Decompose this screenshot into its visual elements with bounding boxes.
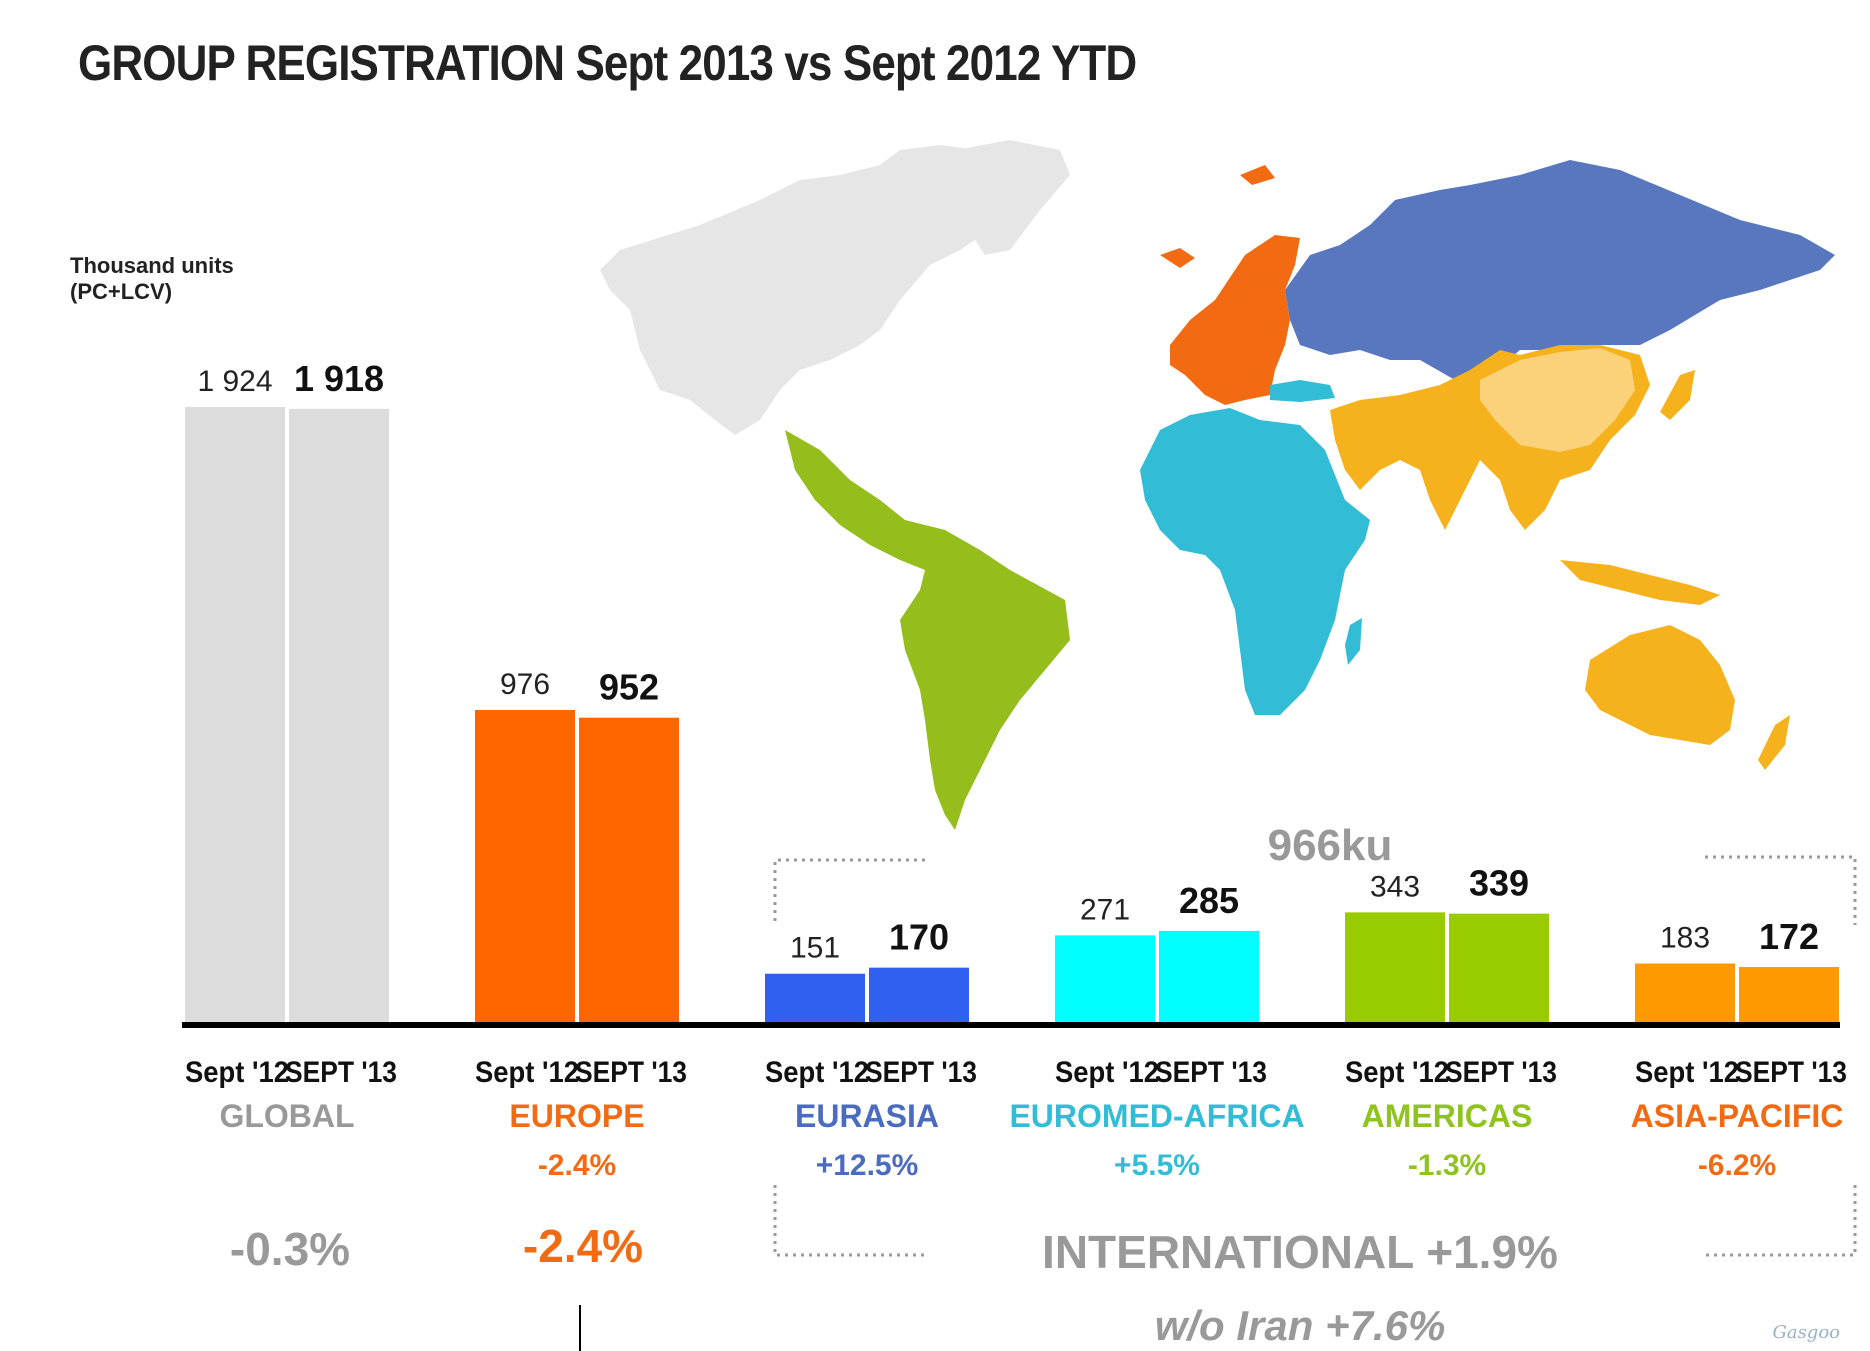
change-label-eurasia: +12.5% bbox=[816, 1149, 919, 1182]
map-madagascar bbox=[1345, 618, 1362, 665]
map-svalbard bbox=[1240, 165, 1275, 185]
bar-global-2013 bbox=[289, 408, 389, 1023]
map-japan bbox=[1660, 370, 1695, 420]
map-north-america bbox=[600, 145, 1040, 435]
category-label-europe: EUROPE bbox=[509, 1098, 644, 1134]
without-iran-change: w/o Iran +7.6% bbox=[1155, 1302, 1446, 1349]
map-turkey bbox=[1270, 380, 1335, 402]
bracket-top-left bbox=[773, 858, 925, 925]
value-label-2012: 183 bbox=[1660, 922, 1710, 955]
map-iceland bbox=[1160, 248, 1195, 268]
period-label-2013: SEPT '13 bbox=[1155, 1056, 1267, 1089]
change-label-europe: -2.4% bbox=[538, 1149, 616, 1182]
europe-summary-change: -2.4% bbox=[523, 1220, 643, 1272]
world-map bbox=[600, 140, 1835, 830]
value-label-2013: 285 bbox=[1179, 880, 1239, 921]
bar-asia-pacific-2012 bbox=[1635, 963, 1735, 1022]
bar-euromed-africa-2013 bbox=[1159, 930, 1259, 1022]
change-label-asia-pacific: -6.2% bbox=[1698, 1149, 1776, 1182]
map-new-zealand bbox=[1758, 715, 1790, 770]
map-indonesia bbox=[1560, 560, 1720, 605]
map-africa bbox=[1140, 408, 1370, 715]
bar-euromed-africa-2012 bbox=[1055, 935, 1155, 1022]
bar-americas-2013 bbox=[1449, 913, 1549, 1022]
map-latin-america bbox=[785, 430, 1070, 830]
map-europe bbox=[1170, 235, 1300, 405]
category-label-americas: AMERICAS bbox=[1362, 1098, 1533, 1134]
bracket-bottom-left bbox=[773, 1185, 925, 1257]
period-label-2013: SEPT '13 bbox=[865, 1056, 977, 1089]
category-label-eurasia: EURASIA bbox=[795, 1098, 939, 1134]
bar-europe-2013 bbox=[579, 717, 679, 1022]
value-label-2012: 151 bbox=[790, 932, 840, 965]
category-label-euromed-africa: EUROMED-AFRICA bbox=[1009, 1098, 1304, 1134]
period-label-2012: Sept '12 bbox=[765, 1056, 869, 1089]
period-label-2012: Sept '12 bbox=[185, 1056, 289, 1089]
category-label-global: GLOBAL bbox=[219, 1098, 354, 1134]
period-label-2013: SEPT '13 bbox=[575, 1056, 687, 1089]
map-australia bbox=[1585, 625, 1735, 745]
value-label-2012: 976 bbox=[500, 668, 550, 701]
bracket-bottom-right bbox=[1705, 1185, 1857, 1257]
period-label-2012: Sept '12 bbox=[1345, 1056, 1449, 1089]
value-label-2012: 271 bbox=[1080, 893, 1130, 926]
period-label-2013: SEPT '13 bbox=[285, 1056, 397, 1089]
value-label-2013: 1 918 bbox=[294, 358, 384, 399]
international-change: INTERNATIONAL +1.9% bbox=[1042, 1226, 1558, 1278]
chart-title: GROUP REGISTRATION Sept 2013 vs Sept 201… bbox=[78, 35, 1137, 91]
map-greenland bbox=[950, 140, 1070, 255]
value-label-2012: 343 bbox=[1370, 870, 1420, 903]
value-label-2013: 339 bbox=[1469, 863, 1529, 904]
change-label-americas: -1.3% bbox=[1408, 1149, 1486, 1182]
map-china-hatch bbox=[1480, 348, 1635, 452]
period-label-2013: SEPT '13 bbox=[1735, 1056, 1847, 1089]
bar-eurasia-2013 bbox=[869, 967, 969, 1022]
value-label-2013: 952 bbox=[599, 667, 659, 708]
bar-global-2012 bbox=[185, 407, 285, 1022]
unit-label: Thousand units (PC+LCV) bbox=[70, 253, 234, 304]
period-label-2013: SEPT '13 bbox=[1445, 1056, 1557, 1089]
international-bracket bbox=[773, 855, 1857, 1257]
bar-asia-pacific-2013 bbox=[1739, 967, 1839, 1022]
bar-eurasia-2012 bbox=[765, 973, 865, 1022]
international-volume: 966ku bbox=[1268, 821, 1393, 870]
change-label-euromed-africa: +5.5% bbox=[1114, 1149, 1200, 1182]
global-change: -0.3% bbox=[230, 1223, 350, 1275]
value-label-2012: 1 924 bbox=[197, 365, 272, 398]
watermark-logo: Gasgoo bbox=[1772, 1322, 1840, 1343]
value-label-2013: 170 bbox=[889, 917, 949, 958]
bar-europe-2012 bbox=[475, 710, 575, 1022]
category-label-asia-pacific: ASIA-PACIFIC bbox=[1631, 1098, 1844, 1134]
bracket-top-right bbox=[1705, 855, 1857, 925]
period-label-2012: Sept '12 bbox=[1055, 1056, 1159, 1089]
value-label-2013: 172 bbox=[1759, 916, 1819, 957]
period-label-2012: Sept '12 bbox=[1635, 1056, 1739, 1089]
map-eurasia bbox=[1285, 160, 1835, 380]
period-label-2012: Sept '12 bbox=[475, 1056, 579, 1089]
bar-americas-2012 bbox=[1345, 912, 1445, 1022]
